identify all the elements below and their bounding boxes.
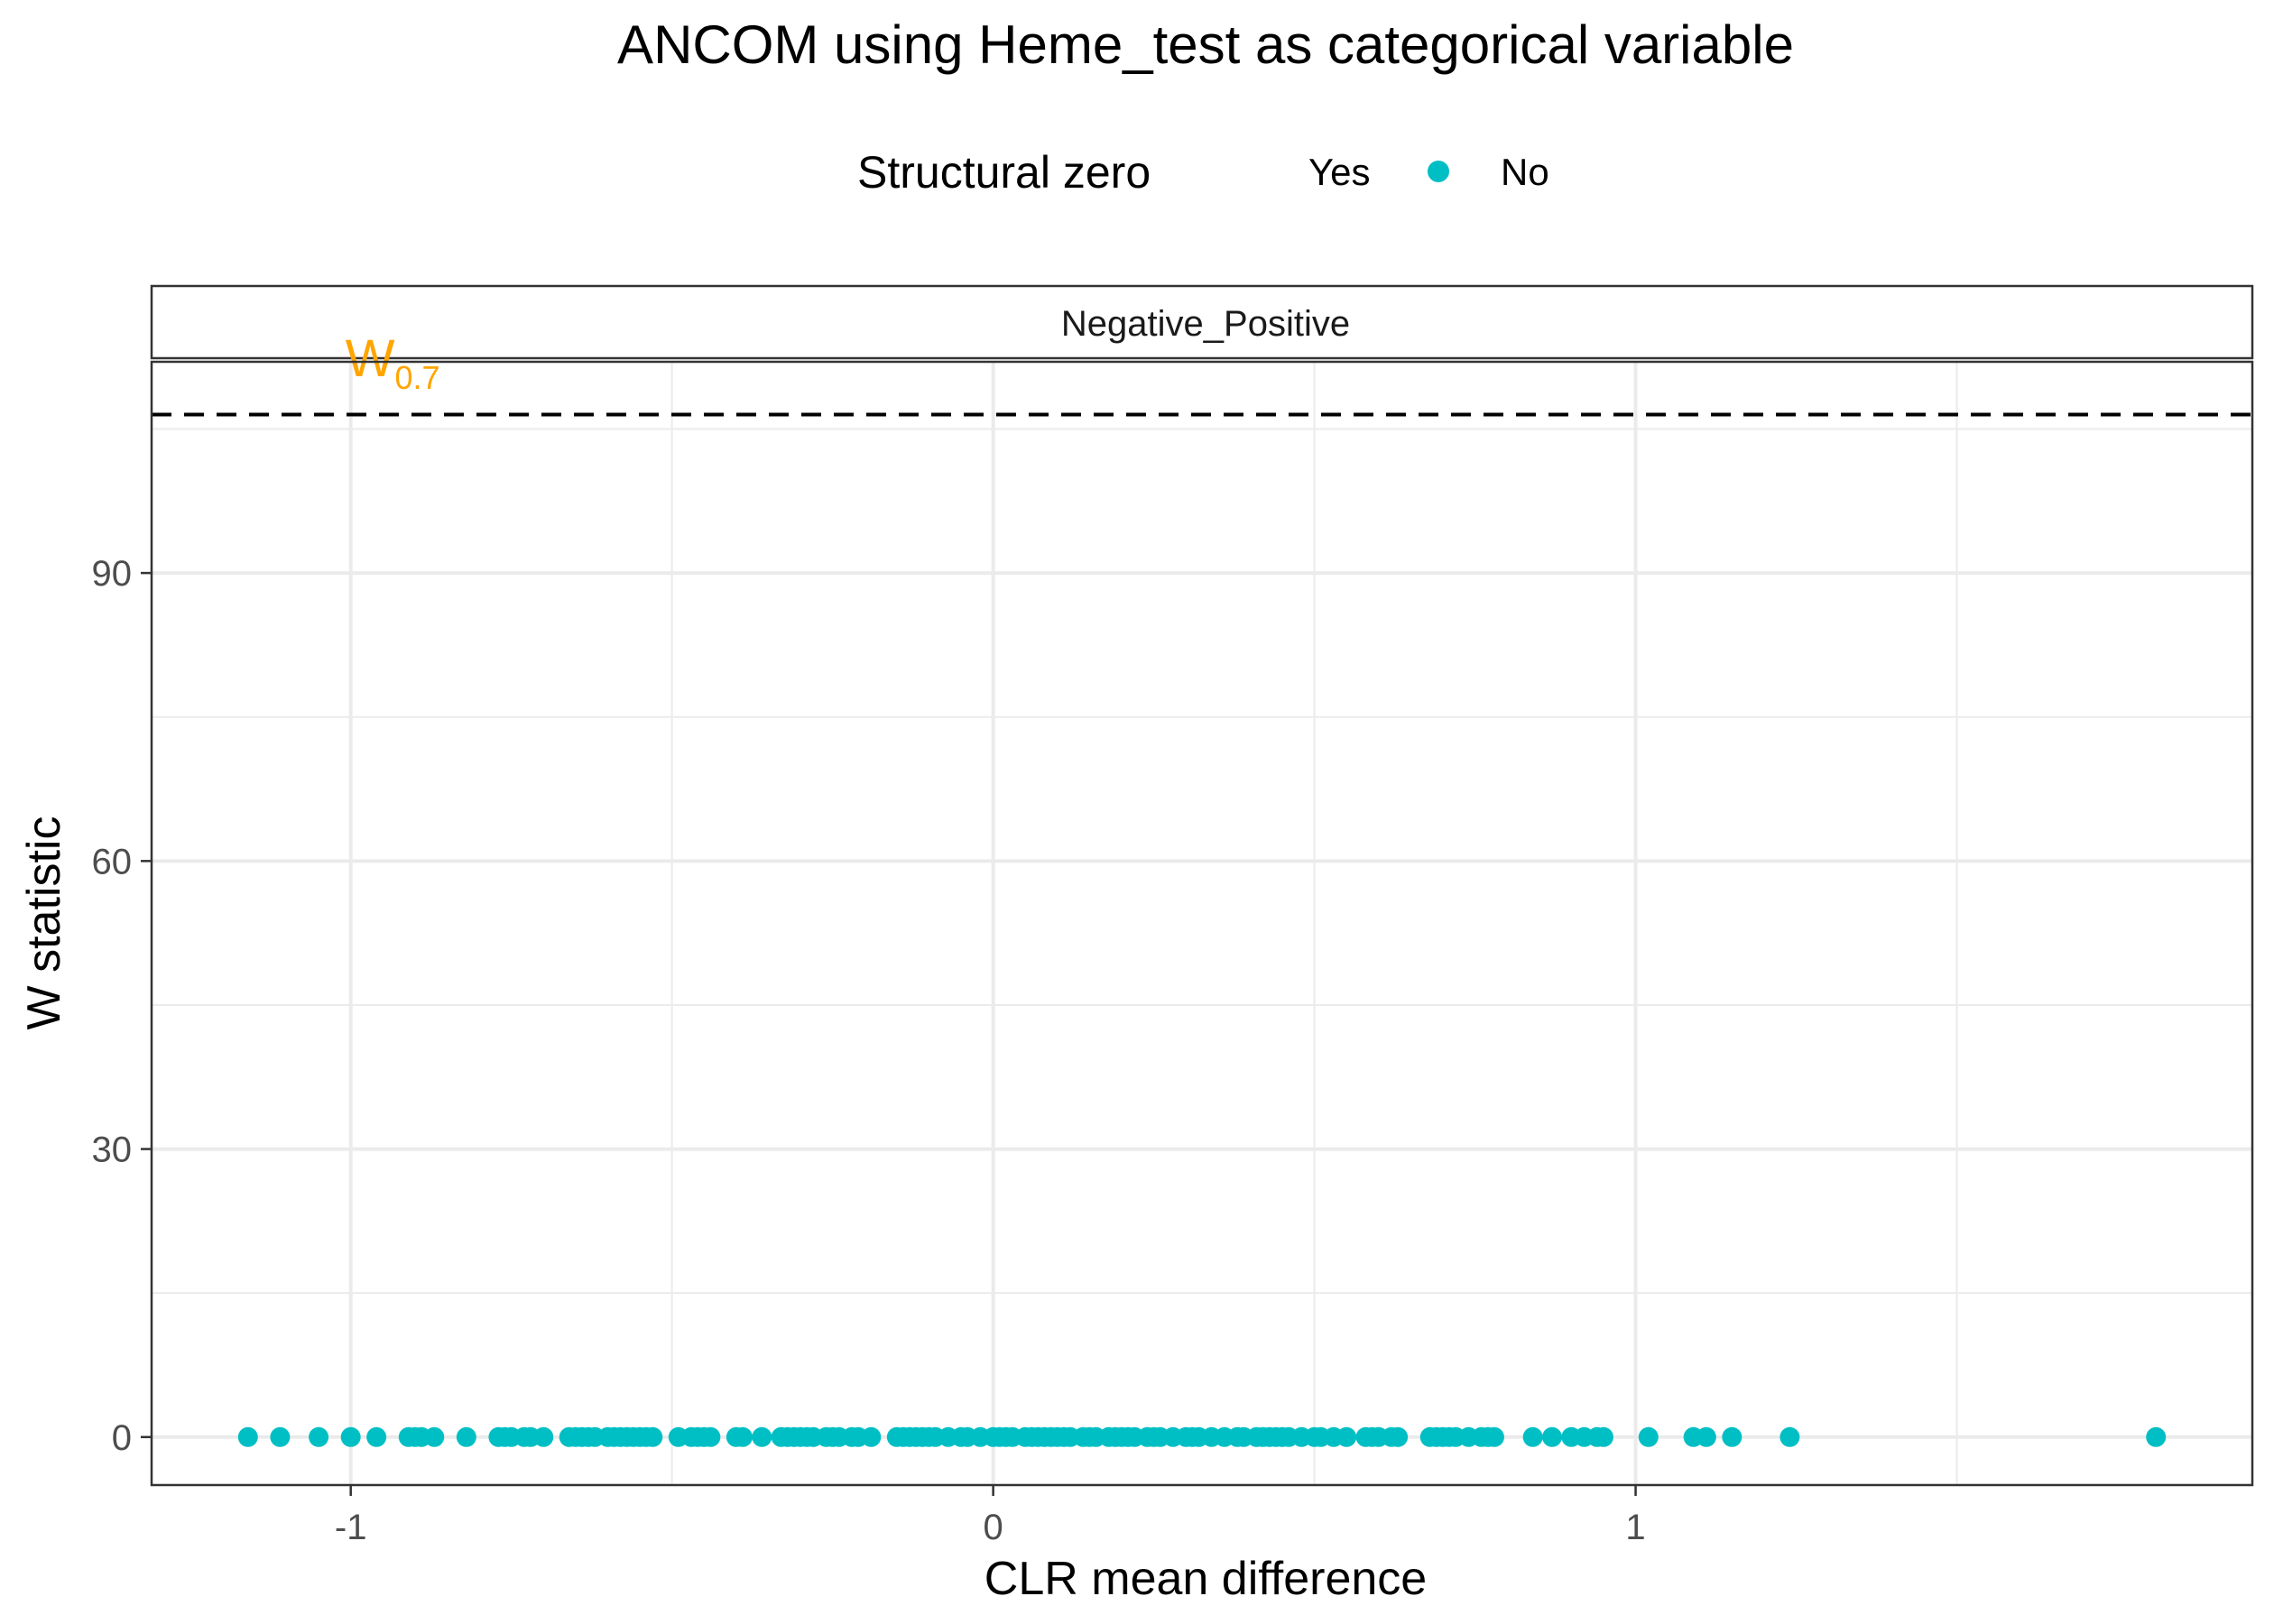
data-point (340, 1426, 361, 1447)
legend: Structural zero Yes No (857, 147, 1549, 198)
data-point (309, 1426, 329, 1447)
data-point (237, 1426, 258, 1447)
data-point (732, 1426, 753, 1447)
data-point (752, 1426, 772, 1447)
data-point (1638, 1426, 1659, 1447)
data-point (1779, 1426, 1800, 1447)
x-tick-label: -1 (335, 1508, 367, 1547)
data-point (1388, 1426, 1409, 1447)
legend-title: Structural zero (857, 147, 1151, 198)
data-point (1722, 1426, 1742, 1447)
data-point (1484, 1426, 1504, 1447)
data-point (1593, 1426, 1613, 1447)
legend-key-no (1428, 161, 1449, 182)
chart-title: ANCOM using Heme_test as categorical var… (617, 14, 1794, 75)
facet-strip-label: Negative_Positive (1061, 304, 1350, 344)
plot-panel-border (150, 360, 2254, 1487)
grid-layer (152, 362, 2252, 1485)
data-point (456, 1426, 476, 1447)
data-point (424, 1426, 445, 1447)
y-tick-label: 60 (92, 842, 133, 881)
facet-strip: Negative_Positive (150, 284, 2254, 360)
legend-label-yes: Yes (1308, 151, 1371, 193)
data-point (861, 1426, 882, 1447)
y-tick-label: 0 (112, 1418, 132, 1458)
data-point (533, 1426, 554, 1447)
data-point (1336, 1426, 1357, 1447)
y-axis-title: W statistic (18, 817, 70, 1030)
points-layer (237, 1426, 2167, 1447)
data-point (642, 1426, 663, 1447)
data-point (1696, 1426, 1716, 1447)
data-point (700, 1426, 721, 1447)
y-tick-label: 90 (92, 554, 133, 594)
data-point (270, 1426, 291, 1447)
data-point (366, 1426, 387, 1447)
x-tick-label: 1 (1625, 1508, 1645, 1547)
data-point (1542, 1426, 1562, 1447)
data-point (1522, 1426, 1543, 1447)
legend-label-no: No (1501, 151, 1549, 193)
x-tick-label: 0 (983, 1508, 1003, 1547)
data-point (2146, 1426, 2167, 1447)
x-axis-title: CLR mean difference (984, 1553, 1427, 1605)
axis-layer: -1 0 1 0 30 60 90 (92, 554, 1646, 1547)
facet-strip-box (150, 284, 2254, 360)
y-tick-label: 30 (92, 1130, 133, 1170)
plot-panel (152, 362, 2252, 1485)
